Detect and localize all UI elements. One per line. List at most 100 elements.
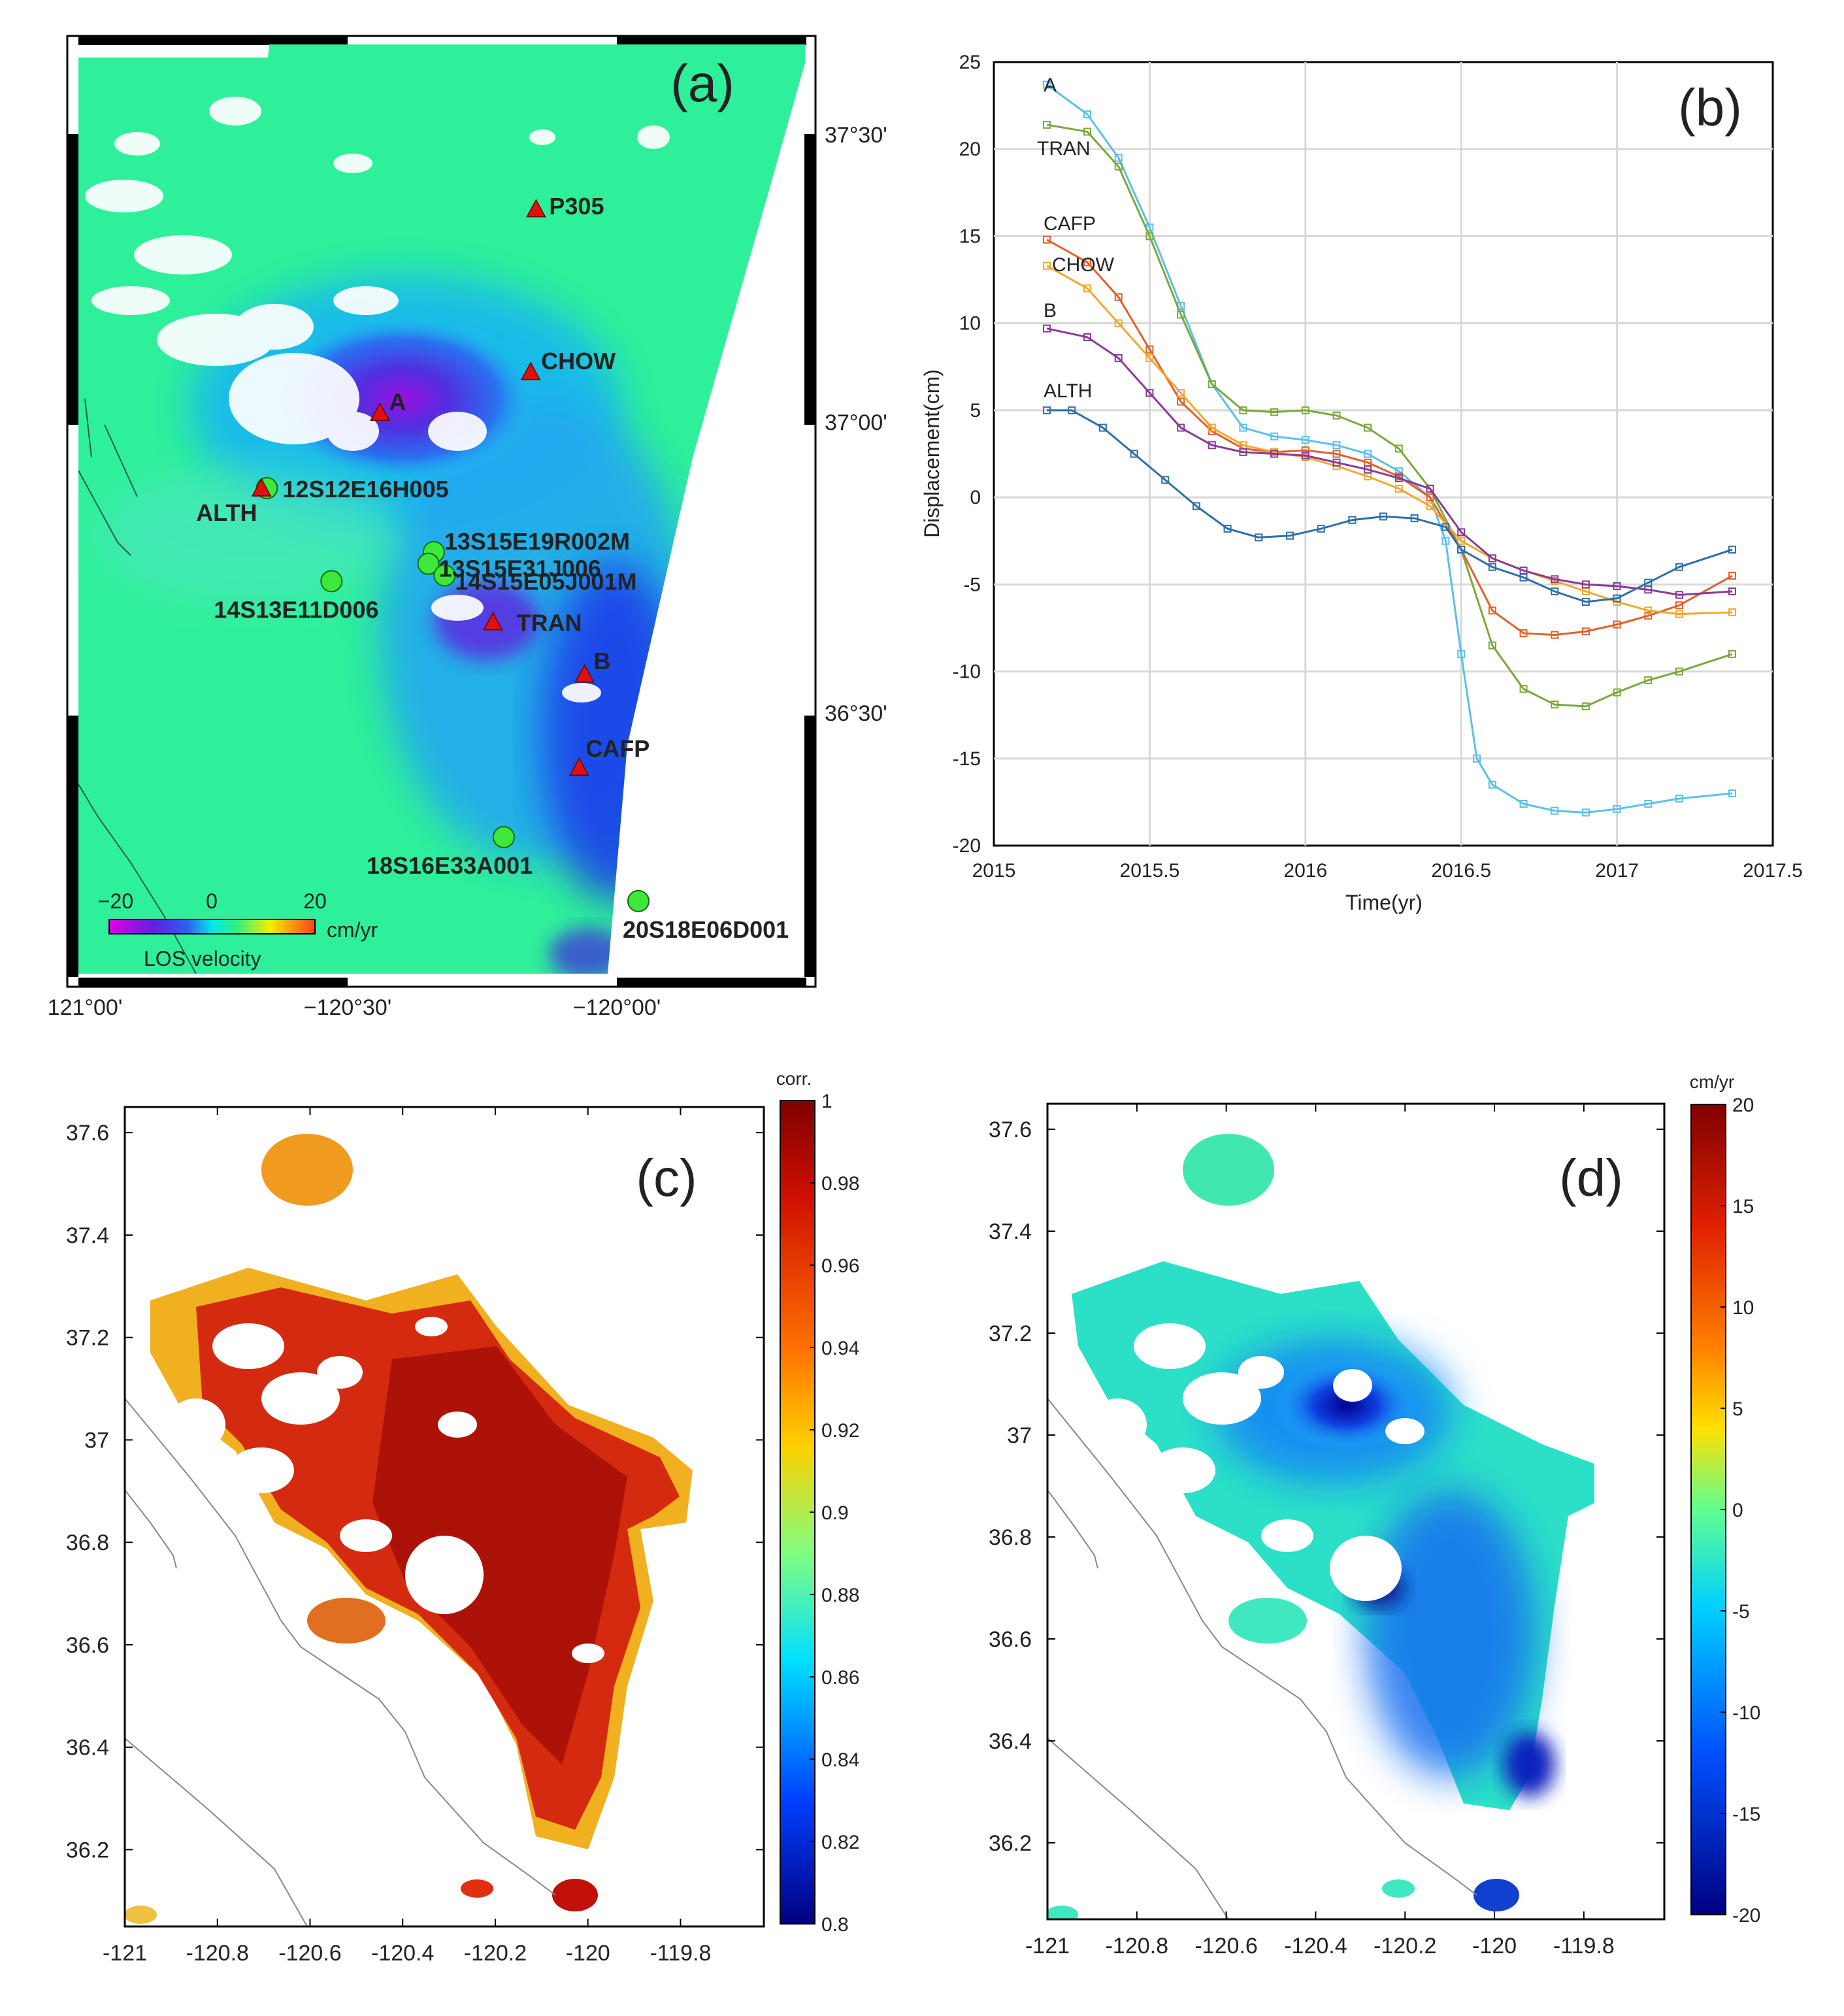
panel-d-colorbar-tick-5: -5 [1732,1601,1750,1623]
panel-c-colorbar-tick-7: 0.86 [821,1667,859,1689]
series-point-b-10 [1364,465,1372,474]
x-tick-5: 2017.5 [1743,860,1803,882]
series-point-cafp-1 [1083,258,1092,267]
panel-d-colorbar-ticks: 20 15 10 5 0 -5 -10 -15 -20 [1721,1095,1760,1926]
series-point-tran-10 [1364,423,1372,432]
los-colorbar-tick-zero: 0 [206,889,218,913]
station-marker-3 [251,478,272,497]
x-tick-2: 2016 [1283,860,1327,882]
y-tick-1: 20 [959,139,981,160]
series-point-cafp-16 [1551,631,1559,639]
series-point-tran-16 [1551,701,1559,709]
series-point-alth-6 [1223,525,1232,533]
series-point-b-6 [1239,448,1247,456]
y-tick-3: 10 [959,313,981,335]
panel-d-colorbar-tick-3: 5 [1732,1398,1743,1420]
panel-c: (c) corr. 1 0.98 0.96 0.94 0.92 0.9 0.88 0.86 0.… [66,1068,860,1966]
y-tick-4: 5 [970,400,981,421]
series-point-a-14 [1457,650,1466,658]
y-tick-0: 25 [959,52,981,73]
well-marker-2 [417,552,440,575]
series-point-tran-9 [1332,411,1341,420]
panel-a-markers: 12S12E16H00513S15E19R002M13S15E31J00614S… [196,193,789,943]
series-point-chow-21 [1728,608,1737,616]
panel-d-colorbar-tick-2: 10 [1732,1297,1754,1319]
panel-d-xtick-1: -120.8 [1106,1934,1168,1958]
series-point-alth-1 [1068,406,1076,414]
los-colorbar: −20 0 20 cm/yr LOS velocity [98,889,378,970]
panel-d-xtick-2: -120.6 [1194,1934,1257,1958]
panel-c-xtick-5: -120 [566,1941,610,1966]
los-colorbar-title: LOS velocity [144,947,261,970]
series-point-tran-5 [1208,380,1216,388]
series-point-a-8 [1301,436,1309,444]
panel-c-colorbar-title: corr. [776,1068,812,1089]
station-marker-1 [520,361,541,380]
series-point-cafp-20 [1675,601,1683,610]
series-point-b-13 [1457,528,1466,537]
series-point-a-17 [1519,800,1528,808]
series-point-alth-15 [1488,563,1496,571]
series-point-a-21 [1644,800,1653,808]
lat-tick-36-30: 36°30' [825,701,887,726]
panel-d: (d) cm/yr 20 15 10 5 0 -5 -10 -15 -20 -121 -120.8… [989,1072,1761,1958]
series-point-a-0 [1043,80,1051,89]
series-point-a-23 [1728,789,1737,798]
series-point-tran-21 [1728,650,1737,658]
series-point-alth-21 [1675,563,1683,571]
panel-d-colorbar-tick-1: 15 [1732,1196,1754,1217]
series-point-tran-19 [1644,676,1653,684]
series-point-b-8 [1301,452,1309,460]
well-label-0: 12S12E16H005 [282,476,448,503]
series-point-chow-13 [1457,537,1466,545]
station-label-4: TRAN [516,610,582,636]
series-point-chow-0 [1043,261,1051,270]
panel-d-colorbar-tick-4: 0 [1732,1500,1743,1521]
series-point-alth-5 [1192,502,1200,510]
panel-c-label: (c) [636,1149,697,1207]
panel-c-colorbar-tick-1: 0.98 [821,1173,859,1195]
series-point-alth-12 [1410,514,1419,523]
series-line-alth [1047,409,1733,603]
annotation-alth: ALTH [1044,380,1092,402]
panel-d-ytick-6: 36.4 [989,1729,1032,1754]
series-point-tran-6 [1239,406,1247,414]
velocity-map [1047,1134,1594,1919]
lat-tick-37-00: 37°00' [825,410,887,435]
station-label-2: A [389,388,406,415]
panel-c-ytick-3: 37 [84,1428,109,1453]
panel-d-axes: -121 -120.8 -120.6 -120.4 -120.2 -120 -119.8 37… [989,1104,1664,1958]
annotation-b: B [1044,300,1057,322]
series-point-b-16 [1551,575,1559,584]
x-tick-3: 2016.5 [1431,860,1491,882]
panel-c-colorbar-tick-3: 0.94 [821,1338,859,1359]
panel-d-label: (d) [1559,1149,1623,1207]
station-label-0: P305 [549,193,604,220]
series-point-tran-7 [1270,408,1279,416]
panel-d-ytick-1: 37.4 [989,1219,1032,1244]
series-point-b-5 [1208,441,1216,450]
panel-d-ytick-2: 37.2 [989,1321,1032,1346]
panel-c-ytick-7: 36.2 [66,1838,109,1862]
panel-c-ytick-4: 36.8 [66,1530,109,1555]
lon-tick-120-30: −120°30' [304,995,392,1020]
well-label-4: 14S13E11D006 [214,596,378,623]
station-label-3: ALTH [196,499,257,526]
series-point-a-2 [1114,154,1123,162]
series-point-alth-2 [1098,423,1107,432]
series-point-tran-15 [1519,685,1528,693]
series-point-cafp-14 [1488,606,1496,615]
panel-c-colorbar-tick-6: 0.88 [821,1585,859,1606]
series-point-b-14 [1488,554,1496,563]
los-colorbar-unit: cm/yr [327,918,378,942]
x-tick-4: 2017 [1595,860,1639,882]
series-point-a-19 [1581,808,1590,817]
series-point-chow-2 [1114,319,1123,327]
panel-b-ticks: 2015 2015.5 2016 2016.5 2017 2017.52520151050… [953,52,1803,882]
panel-d-xtick-0: -121 [1025,1934,1070,1958]
panel-c-xtick-3: -120.4 [371,1941,434,1966]
series-point-tran-14 [1488,641,1496,650]
series-point-chow-20 [1675,610,1683,618]
series-point-a-7 [1270,432,1279,440]
